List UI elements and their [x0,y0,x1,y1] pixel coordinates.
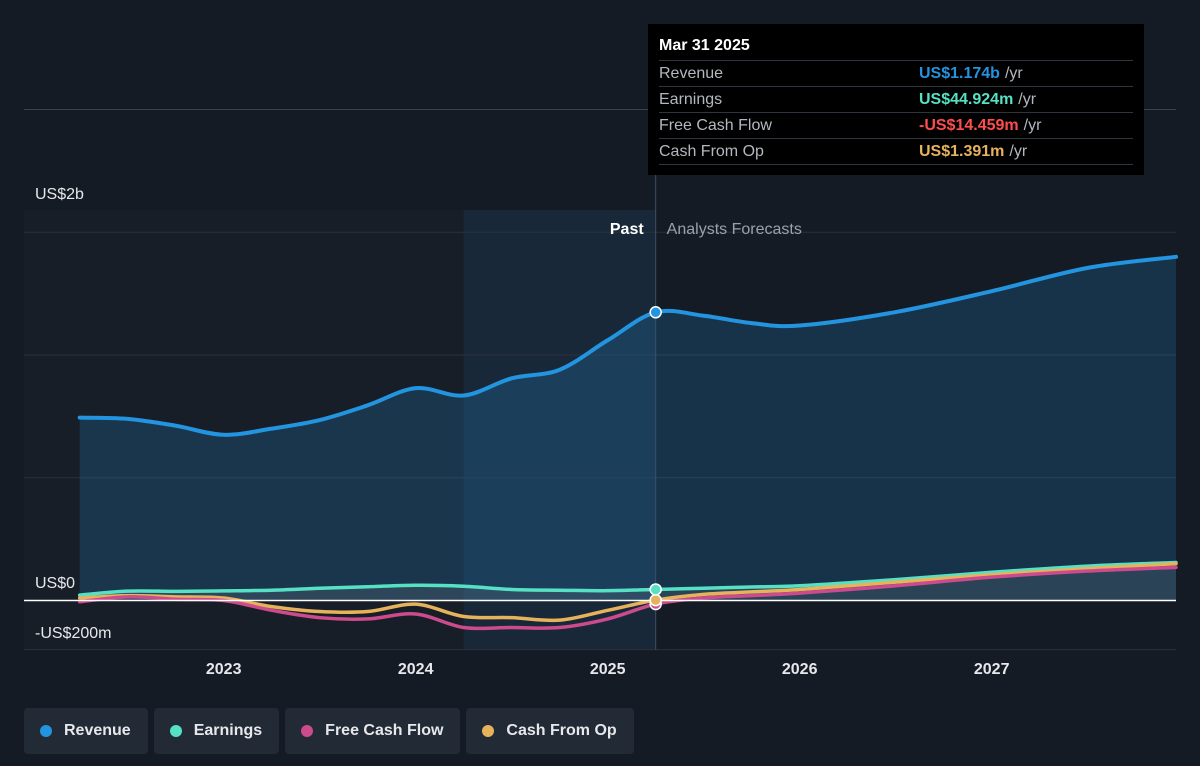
legend-dot-icon [40,725,52,737]
legend-item-revenue[interactable]: Revenue [24,708,148,754]
forecast-label: Analysts Forecasts [667,221,802,238]
x-tick-label: 2027 [974,661,1010,678]
legend-label: Free Cash Flow [325,722,444,739]
tooltip-row-value: US$44.924m [919,91,1014,108]
y-tick-label: US$2b [35,186,84,203]
legend-item-free-cash-flow[interactable]: Free Cash Flow [285,708,461,754]
tooltip-row-label: Cash From Op [659,143,764,160]
series-areas [79,256,1176,601]
x-tick-label: 2026 [782,661,818,678]
tooltip-row-label: Revenue [659,65,724,82]
earnings-area [79,562,1176,601]
tooltip-row-label: Free Cash Flow [659,117,772,134]
series-lines [77,254,1178,631]
tooltip-row-value: -US$14.459m [919,117,1019,134]
legend-label: Revenue [64,722,131,739]
legend-dot-icon [169,725,182,737]
revenue-line [77,254,1178,437]
tooltip-row-unit: /yr [1009,143,1028,160]
tooltip-row: Earnings US$44.924m/yr [659,86,1133,112]
free-cash-flow-line [77,565,1178,631]
earnings-marker [649,583,662,596]
tooltip-row: Revenue US$1.174b/yr [659,60,1133,86]
tooltip-date: Mar 31 2025 [659,37,750,54]
series-markers [649,306,662,611]
past-label: Past [610,221,644,238]
legend-item-earnings[interactable]: Earnings [153,708,280,754]
legend-dot-icon [301,725,314,737]
x-tick-label: 2024 [398,661,434,678]
legend: Revenue Earnings Free Cash Flow Cash From O… [24,708,634,754]
y-tick-label: US$0 [35,575,75,592]
cash-from-op-marker [649,593,662,607]
legend-label: Cash From Op [506,722,617,739]
y-axis-labels: US$2b US$0 -US$200m [35,186,111,642]
tooltip-row-unit: /yr [1023,117,1042,134]
y-tick-label: -US$200m [35,625,111,642]
legend-label: Earnings [193,722,263,739]
tooltip-row-label: Earnings [659,91,723,108]
tooltip-row-value: US$1.174b [919,65,1000,82]
tooltip-row-unit: /yr [1004,65,1023,82]
legend-dot-icon [482,725,495,737]
tooltip-row-unit: /yr [1018,91,1037,108]
tooltip-row: Free Cash Flow -US$14.459m/yr [659,112,1133,138]
legend-item-cash-from-op[interactable]: Cash From Op [466,708,634,754]
x-axis-labels: 2023 2024 2025 2026 2027 [206,661,1010,678]
x-tick-label: 2023 [206,661,242,678]
tooltip: Mar 31 2025 Revenue US$1.174b/yr Earnings U… [648,24,1144,175]
revenue-marker [649,306,662,319]
highlight-region [463,210,656,650]
tooltip-row-value: US$1.391m [919,143,1005,160]
x-tick-label: 2025 [590,661,626,678]
tooltip-row: Cash From Op US$1.391m/yr [659,138,1133,165]
revenue-area [79,256,1176,601]
earnings-line [77,560,1178,597]
